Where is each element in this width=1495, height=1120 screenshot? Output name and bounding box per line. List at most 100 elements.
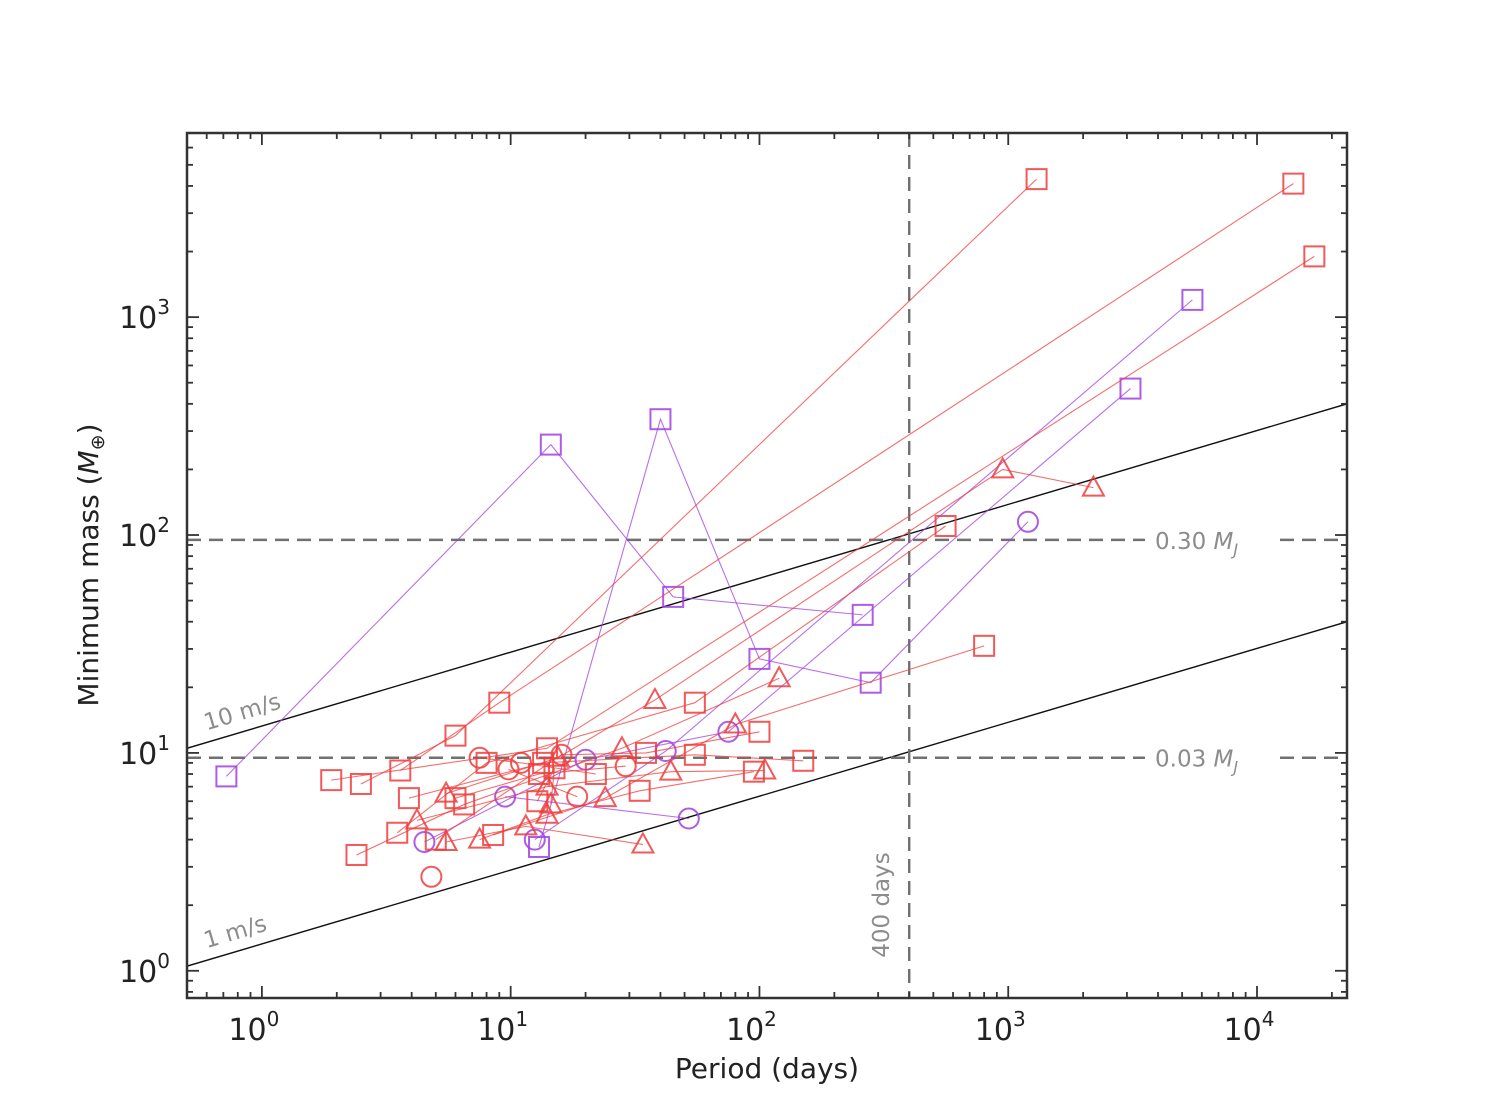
y-label-mass-symbol: M [72, 450, 105, 474]
planet-circle-marker [566, 785, 589, 808]
planet-triangle-marker [538, 791, 564, 814]
y-tick-exponent: 0 [157, 949, 170, 973]
planet-triangle-marker [467, 826, 492, 849]
x-tick-label: 100 [228, 1007, 279, 1048]
planet-system-6 [349, 168, 1048, 795]
400-day-line-label: 400 days [869, 852, 895, 958]
reference-lines [187, 133, 1347, 998]
planet-circle-marker [523, 828, 546, 851]
jupiter-subscript: J [1230, 758, 1238, 777]
system-link-line [479, 757, 596, 775]
mass-symbol: M [1214, 747, 1234, 773]
planet-triangle-marker [766, 665, 792, 688]
y-tick-exponent: 2 [157, 513, 170, 537]
system-link-line [360, 178, 1037, 785]
planet-square-marker [934, 514, 957, 537]
planet-system-2 [528, 408, 1039, 858]
planet-square-marker [345, 843, 368, 866]
planet-circle-marker [494, 785, 517, 808]
planet-system-5 [523, 288, 1204, 851]
planet-square-marker [389, 759, 412, 782]
planet-triangle-marker [630, 831, 656, 854]
x-tick-exponent: 3 [1013, 1007, 1026, 1031]
planet-system-19 [468, 746, 607, 786]
1-ms-line [187, 621, 1347, 967]
planet-square-marker [1119, 377, 1142, 400]
planet-square-marker [662, 585, 685, 608]
planet-system-21 [526, 757, 566, 814]
planet-square-marker [488, 691, 511, 714]
planet-square-marker [349, 772, 372, 795]
planet-square-marker [851, 603, 874, 626]
planet-square-marker [859, 671, 882, 694]
planet-square-marker [1303, 245, 1326, 268]
planet-square-marker [475, 751, 498, 774]
planet-square-marker [628, 779, 651, 802]
planet-square-marker [1282, 172, 1305, 195]
planet-square-marker [748, 720, 771, 743]
jupiter-subscript: J [1230, 540, 1238, 559]
planet-square-marker [792, 749, 815, 772]
planet-square-marker [683, 691, 706, 714]
planet-circle-marker [550, 743, 573, 766]
planet-square-marker [683, 743, 706, 766]
planet-square-marker [532, 751, 555, 774]
planet-square-marker [649, 408, 672, 431]
planet-square-marker [584, 763, 607, 786]
system-link-line [445, 468, 1094, 795]
system-link-line [508, 768, 578, 798]
planet-systems [215, 168, 1326, 888]
x-tick-exponent: 0 [267, 1007, 280, 1031]
planet-square-marker [397, 787, 420, 810]
system-link-line [492, 645, 985, 836]
planet-square-marker [543, 757, 566, 780]
y-tick-exponent: 3 [157, 295, 170, 319]
planet-circle-marker [413, 830, 436, 853]
planet-system-9 [386, 514, 957, 844]
planet-circle-marker [509, 751, 532, 774]
y-tick-label: 101 [119, 731, 170, 772]
system-link-line [534, 299, 1193, 841]
planet-square-marker [973, 634, 996, 657]
y-tick-exponent: 1 [157, 731, 170, 755]
planet-system-13 [404, 757, 777, 830]
planet-circle-marker [420, 865, 443, 888]
planet-triangle-marker [723, 711, 748, 734]
x-tick-exponent: 4 [1262, 1007, 1275, 1031]
system-link-line [505, 796, 689, 820]
system-link-line [331, 255, 1315, 781]
planet-square-marker [1181, 288, 1204, 311]
planet-square-marker [444, 724, 467, 747]
x-tick-label: 102 [726, 1007, 777, 1048]
y-tick-label: 100 [119, 949, 170, 990]
planet-system-18 [444, 755, 637, 810]
planet-circle-marker [468, 746, 491, 769]
x-tick-exponent: 2 [764, 1007, 777, 1031]
neptune-mass-line-label: 0.03 MJ [1155, 747, 1238, 777]
system-link-line [416, 769, 765, 821]
planet-square-marker [453, 793, 476, 816]
y-tick-label: 103 [119, 295, 170, 336]
system-link-line [455, 765, 626, 799]
planet-system-7 [389, 172, 1305, 782]
x-axis-label: Period (days) [675, 1052, 859, 1085]
planet-system-4 [494, 785, 700, 830]
planet-square-marker [748, 647, 771, 670]
system-link-line [356, 677, 780, 856]
planet-triangle-marker [404, 807, 430, 830]
planet-system-17 [482, 634, 996, 846]
planet-square-marker [1025, 168, 1048, 191]
system-link-line [226, 443, 863, 777]
mass-symbol: M [1214, 529, 1234, 555]
saturn-mass-line-label: 0.30 MJ [1155, 529, 1238, 559]
x-tick-label: 103 [975, 1007, 1026, 1048]
planet-circle-marker [614, 755, 637, 778]
planet-square-marker [320, 769, 343, 792]
planet-square-marker [215, 765, 238, 788]
planet-triangle-marker [433, 828, 459, 851]
planet-system-20 [497, 758, 589, 808]
planet-square-marker [635, 741, 658, 764]
y-label-close: ) [72, 423, 105, 434]
planet-square-marker [528, 763, 551, 786]
